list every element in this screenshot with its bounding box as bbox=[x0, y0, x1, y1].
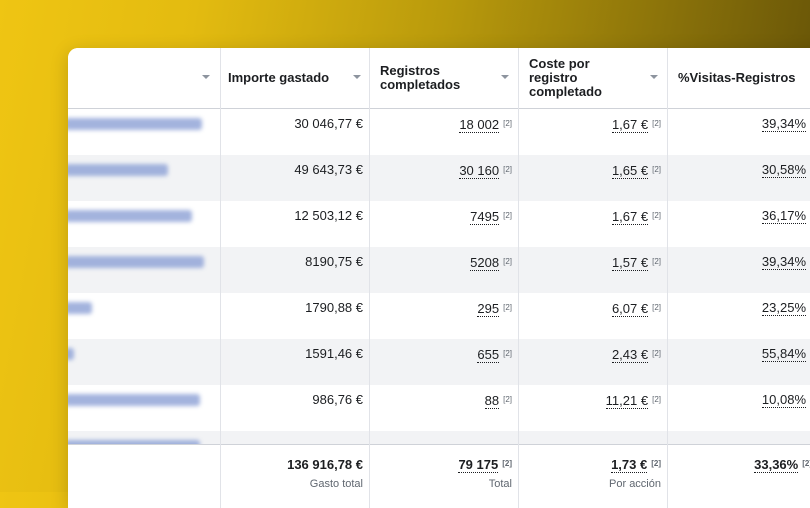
cell-registros[interactable]: 655 [2] bbox=[477, 347, 512, 363]
header-importe[interactable]: Importe gastado bbox=[228, 48, 368, 108]
table-row[interactable]: 8190,75 € 5208 [2] 1,57 € [2] 39,34% bbox=[68, 247, 810, 293]
ad-name-blurred[interactable] bbox=[68, 164, 168, 176]
cell-coste[interactable]: 1,57 € [2] bbox=[611, 255, 661, 271]
cell-visitas[interactable]: 30,58% bbox=[761, 162, 806, 178]
cell-coste[interactable]: 2,43 € [2] bbox=[611, 347, 661, 363]
cell-registros[interactable]: 88 [2] bbox=[484, 393, 512, 409]
column-divider[interactable] bbox=[220, 48, 221, 508]
cell-visitas[interactable]: 10,08% bbox=[761, 392, 806, 408]
ad-name-blurred[interactable] bbox=[68, 210, 192, 222]
table-row[interactable]: 1790,88 € 295 [2] 6,07 € [2] 23,25% bbox=[68, 293, 810, 339]
cell-coste[interactable]: 1,67 € [2] bbox=[611, 209, 661, 225]
total-importe: 136 916,78 € bbox=[287, 457, 363, 472]
cell-visitas[interactable]: 39,34% bbox=[761, 116, 806, 132]
table-row[interactable]: 1591,46 € 655 [2] 2,43 € [2] 55,84% bbox=[68, 339, 810, 385]
sort-caret-icon[interactable] bbox=[353, 75, 361, 79]
cell-visitas[interactable]: 36,17% bbox=[761, 208, 806, 224]
cell-coste[interactable]: 1,65 € [2] bbox=[611, 163, 661, 179]
cell-importe: 8190,75 € bbox=[305, 254, 363, 269]
column-divider[interactable] bbox=[369, 48, 370, 508]
table-row[interactable]: 986,76 € 88 [2] 11,21 € [2] 10,08% bbox=[68, 385, 810, 431]
ad-name-blurred[interactable] bbox=[68, 118, 202, 130]
cell-registros[interactable]: 18 002 [2] bbox=[459, 117, 512, 133]
cell-importe: 12 503,12 € bbox=[294, 208, 363, 223]
cell-coste[interactable]: 1,67 € [2] bbox=[611, 117, 661, 133]
table-row[interactable]: 49 643,73 € 30 160 [2] 1,65 € [2] 30,58% bbox=[68, 155, 810, 201]
cell-importe: 49 643,73 € bbox=[294, 162, 363, 177]
sort-caret-icon[interactable] bbox=[501, 75, 509, 79]
cell-importe: 30 046,77 € bbox=[294, 116, 363, 131]
ad-name-blurred[interactable] bbox=[68, 348, 74, 360]
header-coste[interactable]: Coste por registro completado bbox=[529, 48, 659, 108]
totals-row: 136 916,78 € Gasto total 79 175 [2] Total… bbox=[68, 444, 810, 508]
total-visitas[interactable]: 33,36%[2] bbox=[754, 457, 810, 473]
cell-coste[interactable]: 11,21 € [2] bbox=[605, 393, 661, 409]
cell-importe: 1790,88 € bbox=[305, 300, 363, 315]
header-visitas[interactable]: %Visitas-Registros bbox=[678, 70, 796, 85]
header-name[interactable] bbox=[68, 48, 220, 108]
cell-visitas[interactable]: 39,34% bbox=[761, 254, 806, 270]
ad-name-blurred[interactable] bbox=[68, 394, 200, 406]
total-coste[interactable]: 1,73 € [2] bbox=[611, 457, 661, 473]
cell-visitas[interactable]: 55,84% bbox=[761, 346, 806, 362]
table-header: Importe gastado Registros completados Co… bbox=[68, 48, 810, 109]
cell-importe: 986,76 € bbox=[312, 392, 363, 407]
column-divider[interactable] bbox=[667, 48, 668, 508]
table-row[interactable]: 12 503,12 € 7495 [2] 1,67 € [2] 36,17% bbox=[68, 201, 810, 247]
cell-coste[interactable]: 6,07 € [2] bbox=[611, 301, 661, 317]
table-row[interactable]: 30 046,77 € 18 002 [2] 1,67 € [2] 39,34% bbox=[68, 109, 810, 155]
total-coste-label: Por acción bbox=[609, 478, 661, 490]
total-importe-label: Gasto total bbox=[309, 478, 363, 490]
cell-registros[interactable]: 5208 [2] bbox=[470, 255, 512, 271]
total-registros[interactable]: 79 175 [2] bbox=[458, 457, 512, 473]
cell-visitas[interactable]: 23,25% bbox=[761, 300, 806, 316]
cell-registros[interactable]: 295 [2] bbox=[477, 301, 512, 317]
cell-registros[interactable]: 7495 [2] bbox=[470, 209, 512, 225]
header-registros[interactable]: Registros completados bbox=[380, 48, 510, 108]
ad-name-blurred[interactable] bbox=[68, 302, 92, 314]
cell-importe: 1591,46 € bbox=[305, 346, 363, 361]
sort-caret-icon[interactable] bbox=[202, 75, 210, 79]
ads-report-table: Importe gastado Registros completados Co… bbox=[68, 48, 810, 508]
column-divider[interactable] bbox=[518, 48, 519, 508]
sort-caret-icon[interactable] bbox=[650, 75, 658, 79]
total-registros-label: Total bbox=[488, 478, 512, 490]
cell-registros[interactable]: 30 160 [2] bbox=[459, 163, 512, 179]
ad-name-blurred[interactable] bbox=[68, 256, 204, 268]
